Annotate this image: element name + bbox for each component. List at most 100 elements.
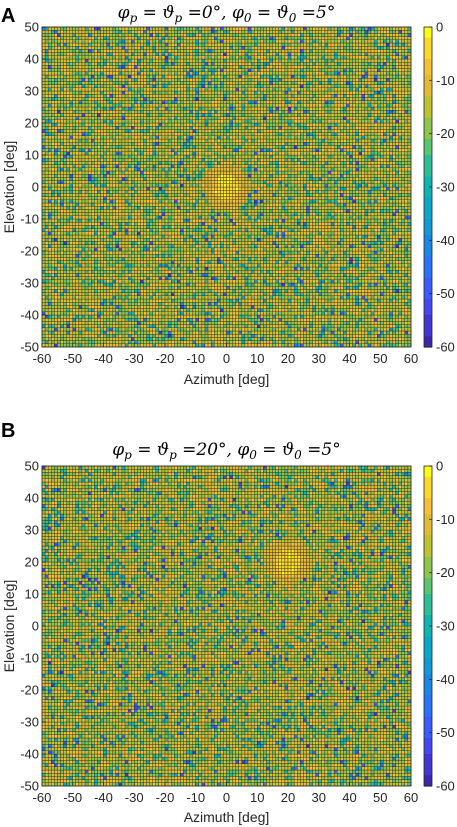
heatmap-cell	[48, 174, 51, 177]
heatmap-cell	[70, 293, 73, 296]
heatmap-cell	[140, 129, 143, 132]
heatmap-cell	[85, 158, 88, 161]
heatmap-cell	[180, 158, 183, 161]
heatmap-cell	[122, 273, 125, 276]
heatmap-cell	[48, 245, 51, 248]
heatmap-cell	[79, 177, 82, 180]
heatmap-cell	[165, 104, 168, 107]
heatmap-cell	[79, 59, 82, 62]
heatmap-cell	[67, 219, 70, 222]
heatmap-cell	[91, 328, 94, 331]
heatmap-cell	[88, 101, 91, 104]
heatmap-cell	[51, 165, 54, 168]
heatmap-cell	[190, 261, 193, 264]
heatmap-cell	[150, 213, 153, 216]
heatmap-cell	[171, 123, 174, 126]
heatmap-cell	[104, 241, 107, 244]
heatmap-cell	[64, 117, 67, 120]
heatmap-cell	[60, 97, 63, 100]
heatmap-cell	[131, 171, 134, 174]
heatmap-cell	[82, 129, 85, 132]
heatmap-cell	[116, 213, 119, 216]
heatmap-cell	[193, 232, 196, 235]
heatmap-cell	[91, 133, 94, 136]
heatmap-cell	[113, 72, 116, 75]
heatmap-cell	[67, 251, 70, 254]
heatmap-cell	[140, 299, 143, 302]
heatmap-cell	[60, 296, 63, 299]
heatmap-cell	[159, 190, 162, 193]
heatmap-cell	[79, 129, 82, 132]
heatmap-cell	[147, 59, 150, 62]
heatmap-cell	[70, 81, 73, 84]
heatmap-cell	[162, 81, 165, 84]
heatmap-cell	[128, 123, 131, 126]
heatmap-cell	[122, 94, 125, 97]
heatmap-cell	[97, 267, 100, 270]
heatmap-cell	[134, 190, 137, 193]
heatmap-cell	[156, 321, 159, 324]
heatmap-cell	[162, 129, 165, 132]
heatmap-cell	[67, 299, 70, 302]
heatmap-cell	[193, 251, 196, 254]
heatmap-cell	[60, 155, 63, 158]
heatmap-cell	[180, 161, 183, 164]
heatmap-cell	[190, 296, 193, 299]
heatmap-cell	[54, 235, 57, 238]
heatmap-cell	[165, 75, 168, 78]
heatmap-cell	[54, 145, 57, 148]
heatmap-cell	[119, 43, 122, 46]
heatmap-cell	[94, 155, 97, 158]
heatmap-cell	[140, 53, 143, 56]
heatmap-cell	[134, 206, 137, 209]
heatmap-cell	[187, 193, 190, 196]
heatmap-cell	[51, 251, 54, 254]
heatmap-cell	[100, 107, 103, 110]
heatmap-cell	[51, 91, 54, 94]
heatmap-cell	[54, 40, 57, 43]
heatmap-cell	[125, 203, 128, 206]
heatmap-cell	[137, 149, 140, 152]
heatmap-cell	[168, 113, 171, 116]
heatmap-cell	[51, 200, 54, 203]
heatmap-cell	[177, 168, 180, 171]
heatmap-cell	[119, 88, 122, 91]
heatmap-cell	[45, 46, 48, 49]
heatmap-cell	[42, 177, 45, 180]
heatmap-cell	[165, 113, 168, 116]
heatmap-cell	[97, 203, 100, 206]
heatmap-cell	[171, 251, 174, 254]
heatmap-cell	[131, 187, 134, 190]
heatmap-cell	[168, 277, 171, 280]
heatmap-cell	[156, 206, 159, 209]
heatmap-cell	[177, 344, 180, 347]
heatmap-cell	[91, 91, 94, 94]
heatmap-cell	[73, 91, 76, 94]
heatmap-cell	[140, 325, 143, 328]
heatmap-cell	[131, 53, 134, 56]
heatmap-cell	[147, 65, 150, 68]
heatmap-cell	[76, 293, 79, 296]
heatmap-cell	[147, 219, 150, 222]
heatmap-cell	[122, 101, 125, 104]
heatmap-cell	[190, 289, 193, 292]
heatmap-cell	[134, 296, 137, 299]
heatmap-cell	[193, 174, 196, 177]
heatmap-cell	[165, 245, 168, 248]
heatmap-cell	[137, 123, 140, 126]
heatmap-cell	[85, 331, 88, 334]
heatmap-cell	[110, 165, 113, 168]
heatmap-cell	[143, 289, 146, 292]
heatmap-cell	[159, 27, 162, 30]
heatmap-cell	[100, 302, 103, 305]
heatmap-cell	[97, 181, 100, 184]
heatmap-cell	[57, 312, 60, 315]
heatmap-cell	[165, 136, 168, 139]
heatmap-cell	[76, 200, 79, 203]
heatmap-cell	[180, 171, 183, 174]
heatmap-cell	[42, 235, 45, 238]
heatmap-cell	[147, 184, 150, 187]
heatmap-cell	[91, 229, 94, 232]
heatmap-cell	[156, 62, 159, 65]
heatmap-cell	[76, 94, 79, 97]
